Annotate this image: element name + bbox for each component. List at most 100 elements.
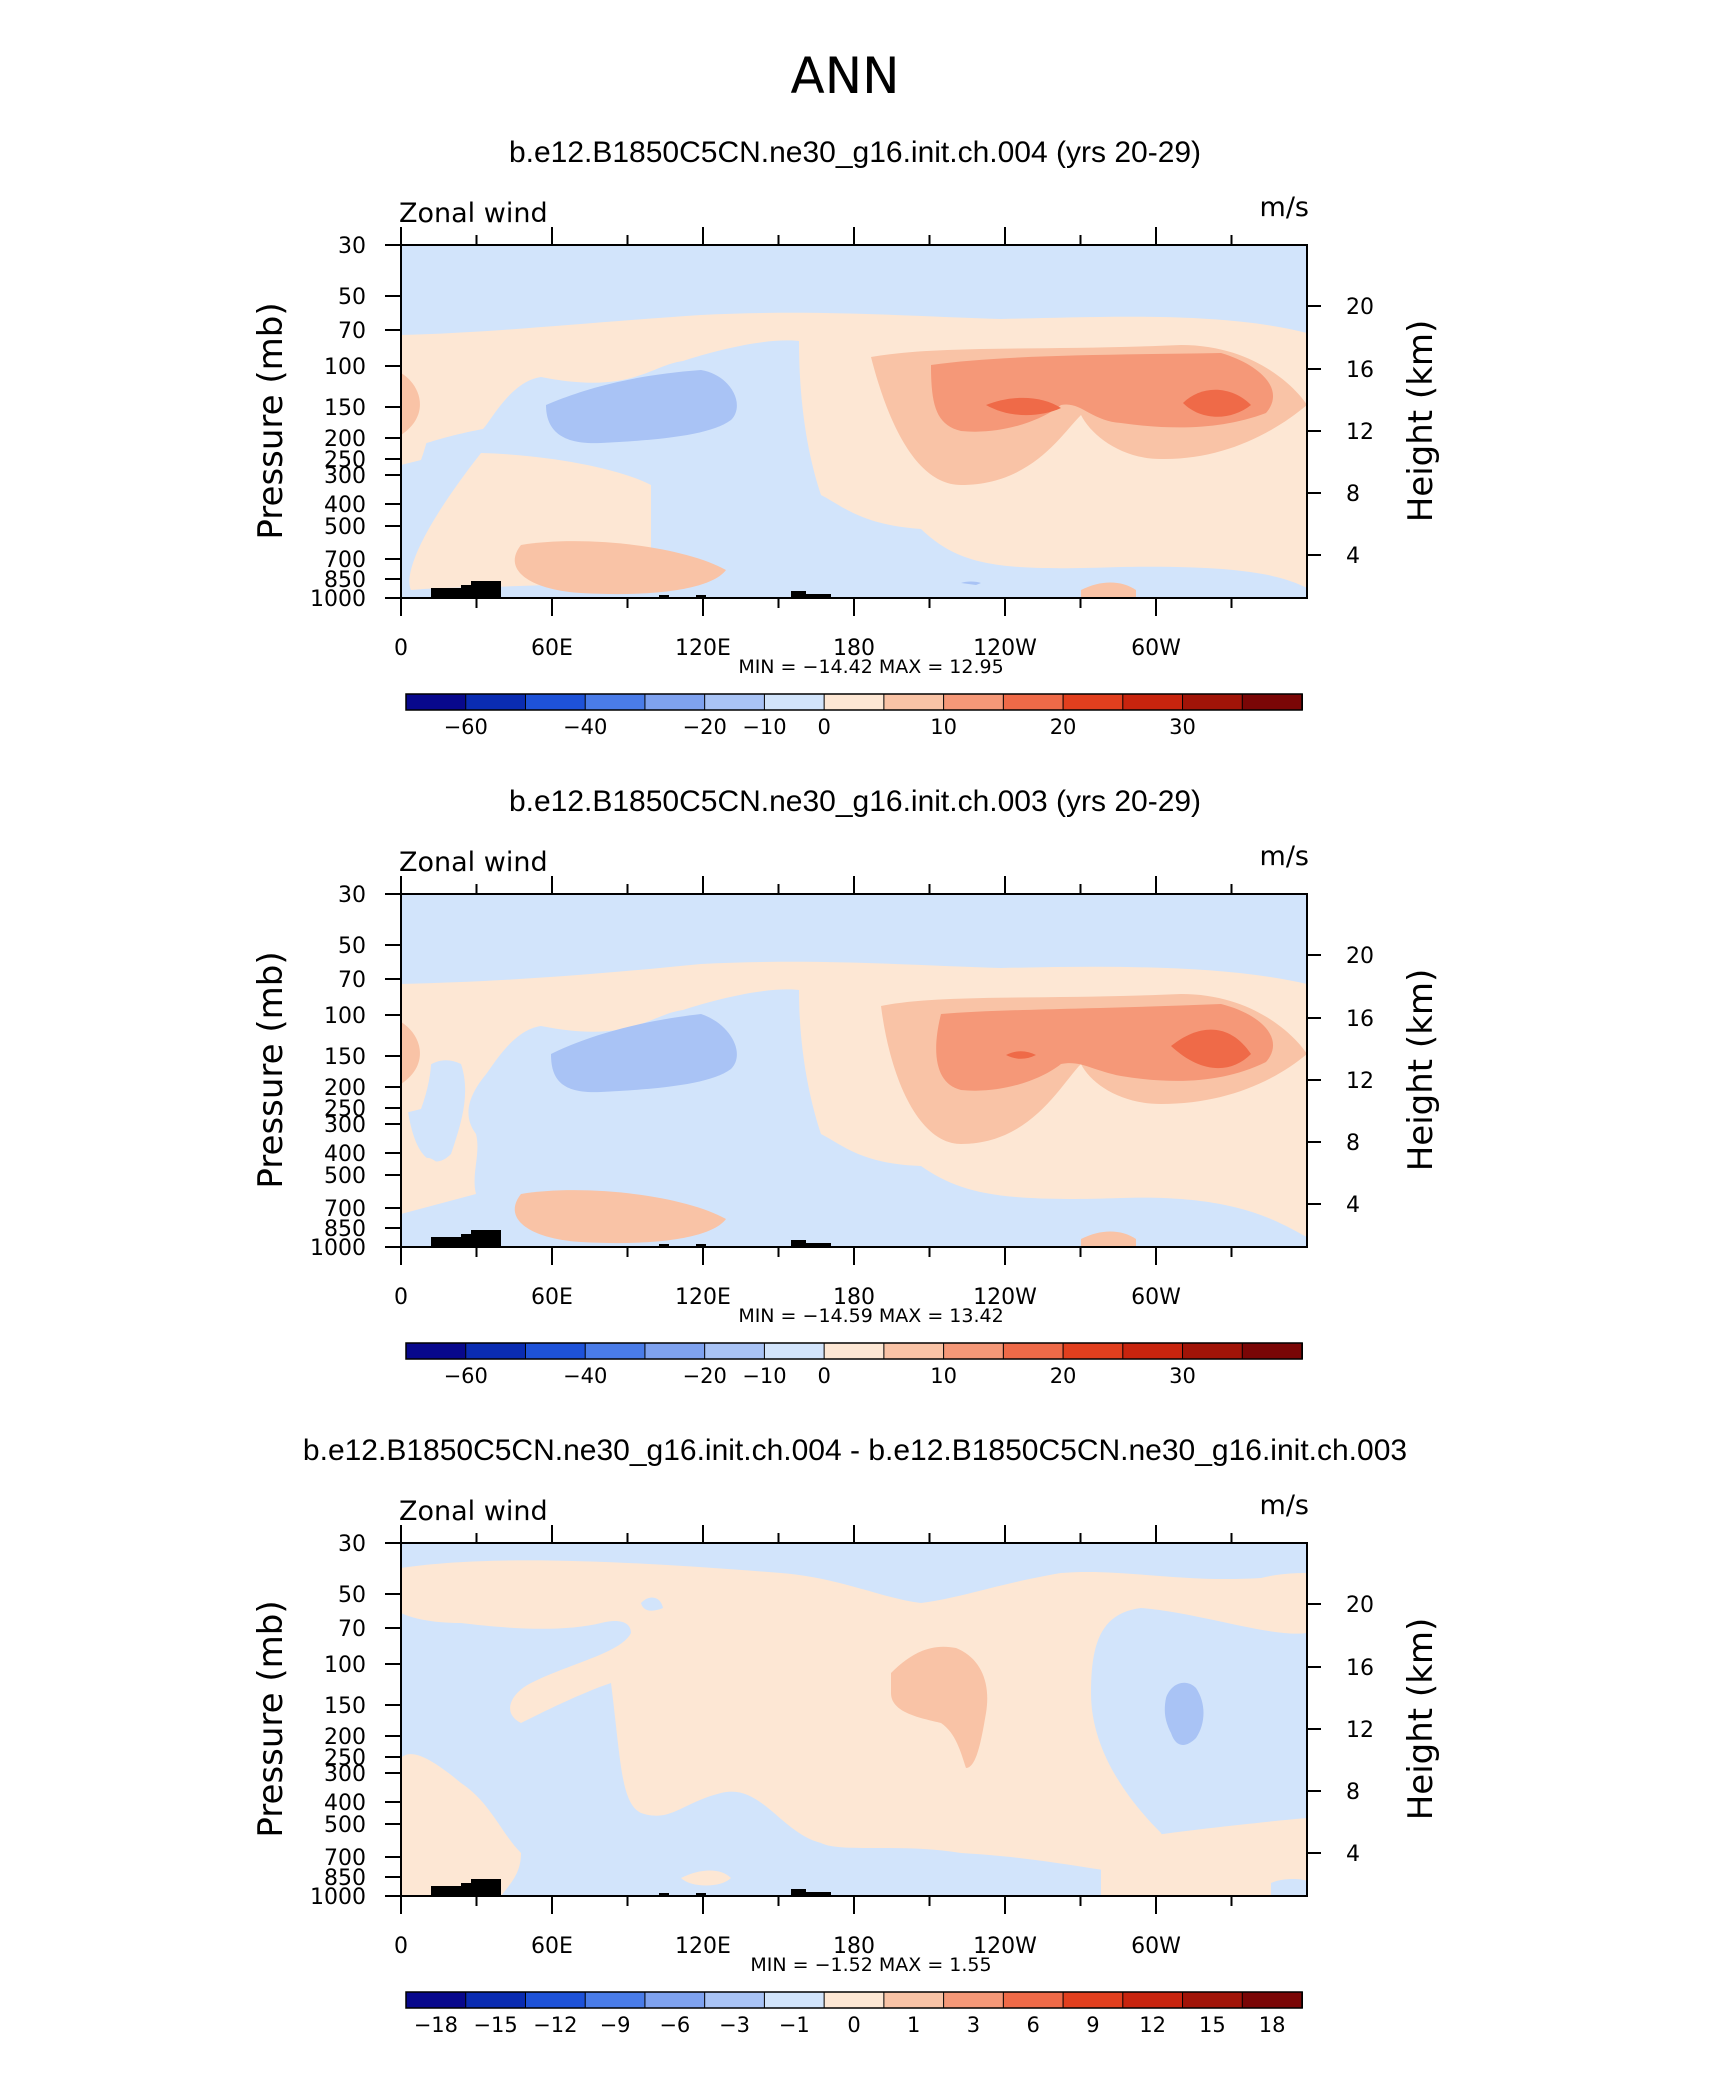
colorbar-swatch [883, 1991, 945, 2009]
colorbar-swatch [763, 1991, 826, 2009]
colorbar-swatch [763, 1342, 826, 1360]
contour-region [551, 1014, 737, 1093]
contour-region [641, 1597, 663, 1611]
y-tick-label: 100 [324, 1653, 366, 1678]
colorbar-label: 12 [1139, 2013, 1166, 2037]
units-label: m/s [1260, 192, 1309, 223]
x-tick-label: 120E [675, 1285, 731, 1310]
x-tick-label: 120W [973, 1285, 1037, 1310]
contour-region [546, 370, 737, 444]
colorbar-label: −20 [683, 715, 727, 739]
y-right-tick-label: 4 [1346, 544, 1360, 569]
contour-region [891, 1646, 988, 1768]
y-tick-label: 100 [324, 1004, 366, 1029]
colorbar-label: −10 [742, 1364, 786, 1388]
colorbar-swatch [465, 693, 527, 711]
units-label: m/s [1260, 1490, 1309, 1521]
contour-field [401, 1543, 1307, 1896]
colorbar-swatch [704, 1991, 766, 2009]
contour-region [514, 1190, 726, 1244]
contour-region [986, 397, 1061, 416]
x-tick-label: 60W [1131, 1285, 1181, 1310]
colorbar-swatch [524, 1991, 587, 2009]
y-tick-label: 400 [324, 1142, 366, 1167]
y-right-tick-label: 20 [1346, 295, 1374, 320]
x-tick-label: 120W [973, 1934, 1037, 1959]
colorbar-swatch [1182, 1991, 1244, 2009]
x-tick-label: 60W [1131, 1934, 1181, 1959]
x-tick-label: 180 [833, 636, 875, 661]
colorbar-label: 30 [1169, 1364, 1196, 1388]
colorbar-label: −60 [444, 715, 488, 739]
min-max-stats: MIN = −14.42 MAX = 12.95 [738, 656, 1003, 678]
contour-region [1081, 1231, 1136, 1247]
y-right-axis-title: Height (km) [1401, 969, 1441, 1172]
contour-region [514, 541, 726, 595]
colorbar-swatch [524, 1342, 587, 1360]
colorbar-label: −10 [742, 715, 786, 739]
colorbar-swatch [644, 1342, 706, 1360]
panel-title: b.e12.B1850C5CN.ne30_g16.init.ch.004 (yr… [509, 136, 1201, 169]
y-axis-title: Pressure (mb) [251, 951, 291, 1188]
colorbar-swatch [644, 693, 706, 711]
y-right-tick-label: 20 [1346, 944, 1374, 969]
colorbar-label: 10 [930, 715, 957, 739]
y-tick-label: 100 [324, 355, 366, 380]
variable-label: Zonal wind [399, 198, 548, 229]
colorbar-label: 0 [817, 1364, 830, 1388]
colorbar-swatch [644, 1991, 706, 2009]
colorbar-swatch [465, 1342, 527, 1360]
colorbar-swatch [1002, 693, 1065, 711]
colorbar-swatch [584, 1991, 646, 2009]
colorbar-swatch [584, 693, 646, 711]
y-right-tick-label: 8 [1346, 1131, 1360, 1156]
colorbar-swatch [1241, 693, 1304, 711]
x-tick-label: 120W [973, 636, 1037, 661]
colorbar-swatch [883, 1342, 945, 1360]
colorbar-label: −15 [473, 2013, 517, 2037]
y-tick-label: 200 [324, 1076, 366, 1101]
variable-label: Zonal wind [399, 1496, 548, 1527]
colorbar-swatch [405, 1342, 467, 1360]
colorbar-swatch [1002, 1342, 1065, 1360]
y-tick-label: 30 [338, 883, 366, 908]
colorbar-swatch [1182, 693, 1244, 711]
colorbar-swatch [405, 693, 467, 711]
x-tick-label: 60E [531, 1285, 573, 1310]
colorbar-label: −18 [414, 2013, 458, 2037]
colorbar-label: −12 [533, 2013, 577, 2037]
colorbar-swatch [1122, 1991, 1184, 2009]
y-tick-label: 150 [324, 396, 366, 421]
x-tick-label: 120E [675, 636, 731, 661]
y-tick-label: 50 [338, 285, 366, 310]
colorbar-label: 3 [967, 2013, 980, 2037]
y-right-tick-label: 4 [1346, 1193, 1360, 1218]
contour-region [1164, 1682, 1204, 1745]
x-tick-label: 60E [531, 1934, 573, 1959]
y-tick-label: 300 [324, 1762, 366, 1787]
y-axis-title: Pressure (mb) [251, 302, 291, 539]
y-tick-label: 1000 [310, 587, 366, 612]
y-tick-label: 70 [338, 319, 366, 344]
contour-region [401, 373, 420, 435]
contour-region [1171, 1029, 1251, 1069]
contour-region [401, 1560, 1307, 1873]
y-tick-label: 70 [338, 968, 366, 993]
x-tick-label: 60E [531, 636, 573, 661]
y-tick-label: 500 [324, 515, 366, 540]
colorbar-label: 0 [847, 2013, 860, 2037]
contour-region [421, 1157, 451, 1184]
colorbar-frame [405, 1342, 1303, 1360]
colorbar-swatch [943, 1991, 1005, 2009]
y-right-tick-label: 12 [1346, 1069, 1374, 1094]
colorbar-swatch [1241, 1991, 1304, 2009]
x-tick-label: 180 [833, 1934, 875, 1959]
colorbar-swatch [1182, 1342, 1244, 1360]
colorbar-label: 20 [1050, 1364, 1077, 1388]
colorbar-swatch [823, 1991, 885, 2009]
colorbar-swatch [1122, 693, 1184, 711]
y-tick-label: 500 [324, 1813, 366, 1838]
y-tick-label: 200 [324, 1725, 366, 1750]
contour-region [1271, 1878, 1307, 1896]
contour-region [1183, 389, 1251, 417]
